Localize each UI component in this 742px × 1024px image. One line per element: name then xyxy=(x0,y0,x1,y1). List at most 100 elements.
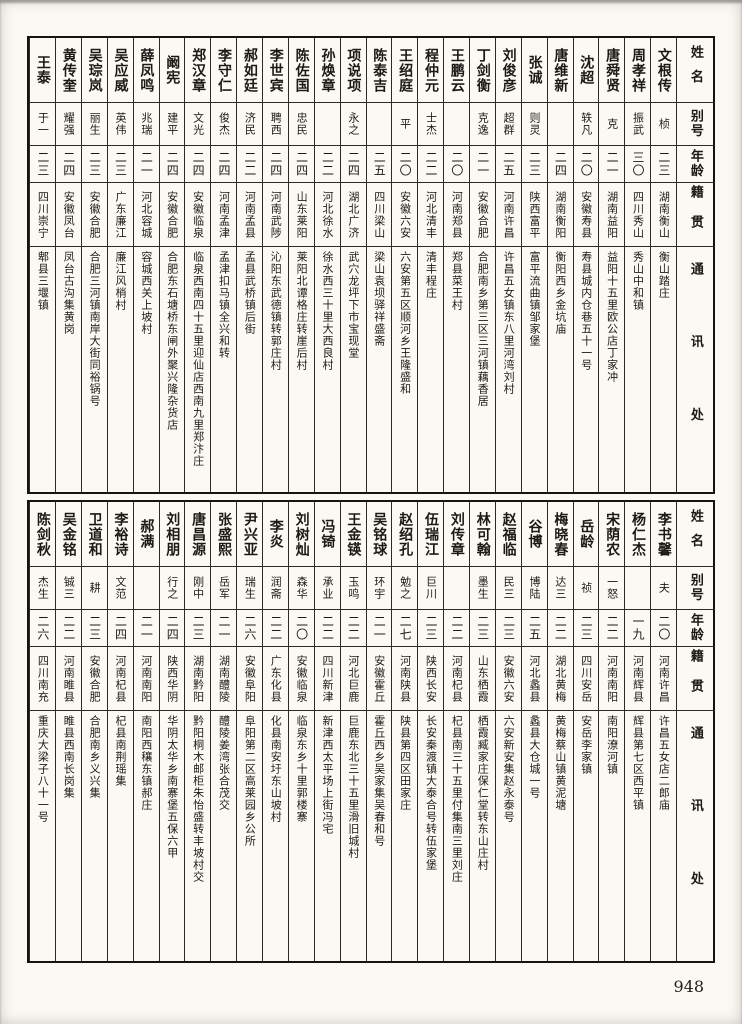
name-cell: 李书馨 xyxy=(651,502,676,566)
name-cell: 宋荫农 xyxy=(599,502,624,566)
name-cell: 项说项 xyxy=(341,38,366,102)
alias-cell: 聘西 xyxy=(263,102,288,145)
address-cell: 黄梅蔡山镇黄泥塘 xyxy=(547,710,573,961)
name-cell: 陈佐国 xyxy=(289,38,314,102)
age-cell: 二四 xyxy=(107,609,133,646)
header-origin-label: 籍贯 xyxy=(687,184,703,245)
person-age: 二四 xyxy=(165,615,180,641)
alias-cell: 耕 xyxy=(81,566,107,609)
address-cell: 衡山踏庄 xyxy=(651,246,676,492)
age-cell: 二三 xyxy=(107,145,133,182)
address-cell: 南阳潦河镇 xyxy=(599,710,625,961)
alias-cell: 济民 xyxy=(237,102,262,145)
origin-cell: 安徽临泉 xyxy=(288,646,314,710)
age-cell: 二一 xyxy=(133,145,159,182)
person-origin: 湖南衡阳 xyxy=(553,190,567,239)
person-origin: 河北容城 xyxy=(139,190,153,239)
person-age: 二三 xyxy=(579,615,594,641)
person-address: 清丰程庄 xyxy=(424,251,438,299)
person-origin: 湖南醴陵 xyxy=(217,654,231,703)
person-age: 二〇 xyxy=(398,151,413,177)
name-cell: 李守仁 xyxy=(211,38,236,102)
person-age: 二四 xyxy=(294,151,309,177)
person-name: 文根传 xyxy=(655,47,672,93)
age-cell: 二四 xyxy=(547,145,573,182)
name-cell: 陈泰吉 xyxy=(367,38,392,102)
address-cell: 重庆大梁子八十一号 xyxy=(30,710,55,961)
person-address: 化县南安圩东山坡村 xyxy=(269,715,283,823)
person-address: 巨鹿东北三十五里滑旧城村 xyxy=(346,715,360,859)
person-column: 唐维新 二四 湖南衡阳 衡阳西乡金坑庙 xyxy=(546,38,573,492)
address-cell: 益阳十五里欧公店丁家冲 xyxy=(599,246,625,492)
person-column: 谷博 博陆 二五 河北蠡县 蠡县大仓城一号 xyxy=(520,502,547,961)
person-age: 二三 xyxy=(527,151,542,177)
person-column: 王绍庭 平 二〇 安徽六安 六安第五区顺河乡王隆盛和 xyxy=(391,38,418,492)
person-origin: 湖北广济 xyxy=(346,190,360,239)
person-name: 李书馨 xyxy=(655,511,672,557)
roster-table-top: 姓名 别号 年龄 籍贯 通讯处 文根传 桢 二三 湖南衡山 衡山踏庄 周孝祥 振… xyxy=(27,36,715,494)
person-age: 二五 xyxy=(372,151,387,177)
person-column: 陈剑秋 杰生 二六 四川南充 重庆大梁子八十一号 xyxy=(29,502,55,961)
name-cell: 王泰 xyxy=(30,38,55,102)
origin-cell: 山东栖霞 xyxy=(470,646,495,710)
person-age: 二二 xyxy=(449,615,464,641)
person-alias: 墨生 xyxy=(476,576,490,600)
alias-cell: 忠民 xyxy=(288,102,314,145)
name-cell: 吴铭球 xyxy=(367,502,392,566)
address-cell: 合肥三河镇南岸大街同裕锅号 xyxy=(81,246,107,492)
age-cell: 二〇 xyxy=(288,609,314,646)
address-cell: 清丰程庄 xyxy=(418,246,444,492)
person-alias: 振武 xyxy=(631,112,645,136)
person-age: 二三 xyxy=(656,151,671,177)
person-address: 富平流曲镇邹家堡 xyxy=(527,251,541,347)
alias-cell: 巨川 xyxy=(418,566,444,609)
person-alias: 士杰 xyxy=(424,112,438,136)
age-cell: 二一 xyxy=(211,609,237,646)
alias-cell: 瑞生 xyxy=(237,566,262,609)
age-cell: 二一 xyxy=(366,609,392,646)
person-address: 杞县南三十五里付集南三里刘庄 xyxy=(450,715,464,883)
person-name: 吴琮岚 xyxy=(86,47,103,93)
person-origin: 四川新津 xyxy=(320,654,334,703)
person-column: 周孝祥 振武 三〇 四川秀山 秀山中和镇 xyxy=(624,38,651,492)
person-origin: 安徽阜阳 xyxy=(243,654,257,703)
address-cell: 霍丘西乡吴家集吴春和号 xyxy=(366,710,392,961)
person-column: 吴琮岚 丽生 二三 安徽合肥 合肥三河镇南岸大街同裕锅号 xyxy=(80,38,107,492)
origin-cell: 河北蠡县 xyxy=(521,646,547,710)
person-address: 杞县南荆瑶集 xyxy=(113,715,127,787)
age-cell: 二三 xyxy=(418,609,444,646)
origin-cell: 河南辉县 xyxy=(625,646,651,710)
person-origin: 安徽临泉 xyxy=(191,190,205,239)
address-cell: 衡阳西乡金坑庙 xyxy=(547,246,573,492)
alias-cell xyxy=(444,102,469,145)
name-cell: 张盛熙 xyxy=(211,502,236,566)
name-cell: 孙焕章 xyxy=(315,38,340,102)
age-cell: 二三 xyxy=(495,609,521,646)
person-column: 李裕诗 文范 二四 河南杞县 杞县南荆瑶集 xyxy=(106,502,133,961)
address-cell: 秀山中和镇 xyxy=(625,246,651,492)
person-origin: 广东廉江 xyxy=(113,190,127,239)
name-cell: 刘传章 xyxy=(444,502,469,566)
origin-cell: 四川安岳 xyxy=(573,646,599,710)
person-name: 王金锳 xyxy=(345,511,362,557)
person-origin: 陕西华阴 xyxy=(165,654,179,703)
origin-cell: 安徽霍丘 xyxy=(366,646,392,710)
address-cell: 华阴太华乡南寨堡五保六甲 xyxy=(159,710,185,961)
age-cell: 二二 xyxy=(444,609,469,646)
alias-cell: 建平 xyxy=(159,102,185,145)
person-age: 二三 xyxy=(191,615,206,641)
person-alias: 森华 xyxy=(295,576,309,600)
person-age: 二四 xyxy=(61,151,76,177)
person-origin: 河南郑县 xyxy=(450,190,464,239)
person-origin: 湖南黔阳 xyxy=(191,654,205,703)
person-address: 衡山踏庄 xyxy=(657,251,671,299)
address-cell: 陕县第四区田家庄 xyxy=(392,710,418,961)
origin-cell: 广东廉江 xyxy=(107,182,133,246)
person-name: 沈超 xyxy=(578,55,595,85)
person-address: 武穴龙坪下市宝现堂 xyxy=(346,251,360,359)
person-alias: 聘西 xyxy=(269,112,283,136)
alias-cell: 刚中 xyxy=(185,566,211,609)
name-cell: 沈超 xyxy=(574,38,599,102)
person-alias: 建平 xyxy=(165,112,179,136)
alias-cell xyxy=(314,102,340,145)
